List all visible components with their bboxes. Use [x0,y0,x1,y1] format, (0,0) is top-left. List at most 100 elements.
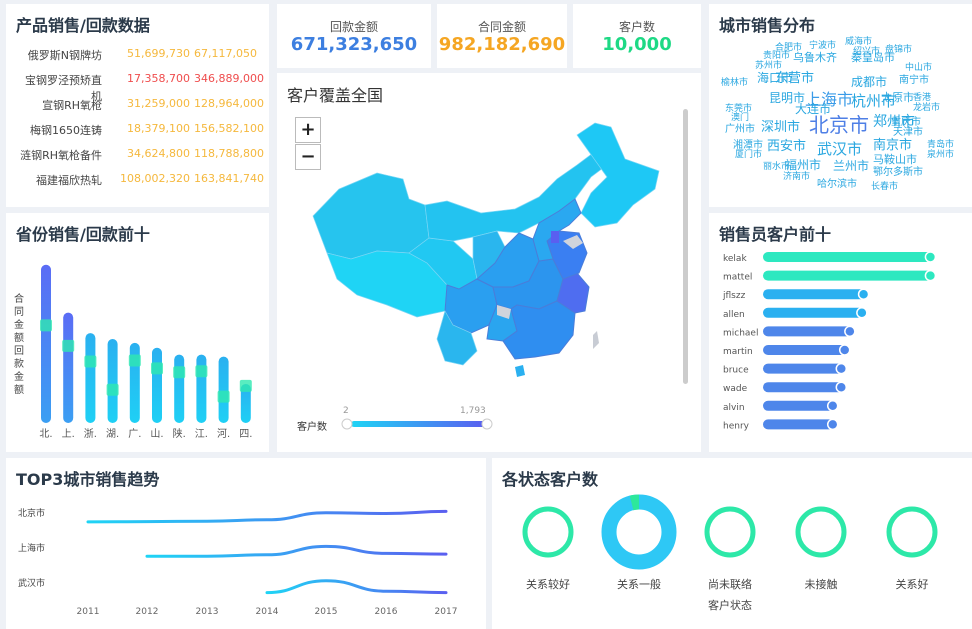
trend-line[interactable] [145,544,448,558]
cloud-word[interactable]: 盘锦市 [885,45,913,55]
map-legend-handle-max[interactable] [481,418,493,430]
province-bar[interactable] [152,347,162,423]
product-contract-value: 346,889,000 [194,72,264,85]
cloud-word[interactable]: 榆林市 [721,78,749,88]
cloud-word[interactable]: 太原市 [881,91,914,104]
zoom-in-button[interactable]: + [295,117,321,143]
cloud-word[interactable]: 马鞍山市 [873,153,917,166]
cloud-word[interactable]: 北京市 [809,113,869,137]
salesperson-bar[interactable] [763,326,854,337]
province-bar[interactable] [63,312,74,423]
cloud-word[interactable]: 中山市 [905,63,933,73]
cloud-word[interactable]: 福州市 [785,158,822,172]
province-marker[interactable] [173,366,186,379]
trend-line[interactable] [265,579,448,595]
zoom-out-button[interactable]: − [295,144,321,170]
cloud-word[interactable]: 青岛市 [927,140,955,150]
salesperson-bar[interactable] [763,382,846,393]
cloud-word[interactable]: 长春市 [871,182,899,192]
province-bar[interactable] [107,339,118,423]
cloud-word[interactable]: 澳门 [731,113,750,123]
cloud-word[interactable]: 西安市 [767,139,807,154]
cloud-word[interactable]: 龙岩市 [913,103,941,113]
cloud-word[interactable]: 威海市 [845,37,873,47]
cloud-word[interactable]: 东营市 [775,71,815,86]
map-region-beijing[interactable] [551,231,559,243]
cloud-word[interactable]: 成都市 [851,75,888,89]
status-donut[interactable] [795,506,847,558]
province-marker[interactable] [217,390,230,403]
salesperson-bar[interactable] [763,400,837,411]
cloud-word[interactable]: 丽水市 [763,162,791,172]
cloud-word[interactable]: 合肥市 [775,43,803,53]
cloud-word[interactable]: 上海市 [805,90,854,109]
cloud-word[interactable]: 济南市 [783,172,811,182]
province-marker[interactable] [239,379,252,392]
map-region-yunnan[interactable] [436,310,478,366]
province-bar[interactable] [218,356,229,423]
cloud-word[interactable]: 广州市 [725,124,755,135]
province-marker[interactable] [40,319,52,332]
map-region-west[interactable] [312,172,430,260]
map-scrollbar[interactable] [683,109,688,384]
cloud-word[interactable]: 宁波市 [809,41,837,51]
province-bar[interactable] [240,383,251,423]
cloud-word[interactable]: 苏州市 [755,61,783,71]
cloud-word[interactable]: 武汉市 [817,140,863,158]
province-bar[interactable] [196,354,207,423]
salesperson-bar[interactable] [763,363,846,374]
kpi-card-customers: 客户数 10,000 [573,4,701,68]
province-bar[interactable] [174,354,185,423]
salesperson-bar[interactable] [763,270,935,281]
map-region-north[interactable] [424,138,608,242]
map-region-hainan[interactable] [515,365,525,377]
map-legend-bar[interactable] [351,421,485,427]
province-marker[interactable] [195,365,208,378]
trend-line[interactable] [86,509,448,524]
status-donut-segment[interactable] [629,494,640,511]
cloud-word[interactable]: 昆明市 [769,91,806,105]
cloud-word[interactable]: 秦皇岛市 [851,51,895,64]
status-donut[interactable] [601,494,677,570]
salesperson-bar[interactable] [763,345,849,355]
province-marker[interactable] [84,355,97,368]
cloud-word[interactable]: 厦门市 [735,150,763,160]
status-donut[interactable] [522,506,574,558]
map-region-northeast[interactable] [576,122,660,228]
cloud-word[interactable]: 哈尔滨市 [817,179,857,190]
cloud-word[interactable]: 深圳市 [761,120,801,135]
province-marker[interactable] [128,354,141,367]
salesperson-bar-end [924,251,937,263]
cloud-word[interactable]: 天津市 [893,127,923,138]
cloud-word[interactable]: 南京市 [873,138,913,153]
salesperson-bar[interactable] [763,307,866,318]
province-marker[interactable] [62,339,75,352]
cloud-word[interactable]: 兰州市 [833,159,870,173]
cloud-word[interactable]: 郑州市 [873,114,915,130]
map-legend-label: 客户数 [297,420,327,433]
cloud-word[interactable]: 乌鲁木齐 [793,51,837,64]
cloud-word[interactable]: 重庆市 [891,117,921,128]
status-donut[interactable] [886,506,938,558]
cloud-word[interactable]: 大连市 [795,102,832,116]
cloud-word[interactable]: 杭州市 [851,92,897,110]
cloud-word[interactable]: 湘潭市 [733,140,763,151]
province-bar[interactable] [41,264,51,423]
province-marker[interactable] [151,362,163,375]
cloud-word[interactable]: 海口市 [757,71,794,85]
province-marker[interactable] [106,383,119,396]
map-legend-handle-min[interactable] [341,418,353,430]
cloud-word[interactable]: 南宁市 [899,75,929,86]
cloud-word[interactable]: 东莞市 [725,104,753,114]
cloud-word[interactable]: 贵阳市 [763,51,791,61]
province-bar[interactable] [85,333,96,423]
status-donut[interactable] [704,506,756,558]
salesperson-bar[interactable] [763,289,868,300]
cloud-word[interactable]: 泉州市 [927,150,955,160]
salesperson-bar[interactable] [763,419,837,430]
salesperson-bar[interactable] [763,252,935,262]
cloud-word[interactable]: 香港 [913,93,932,103]
map-region-hebei[interactable] [532,198,582,262]
cloud-word[interactable]: 鄂尔多斯市 [873,167,923,178]
cloud-word[interactable]: 绍兴市 [853,47,881,57]
